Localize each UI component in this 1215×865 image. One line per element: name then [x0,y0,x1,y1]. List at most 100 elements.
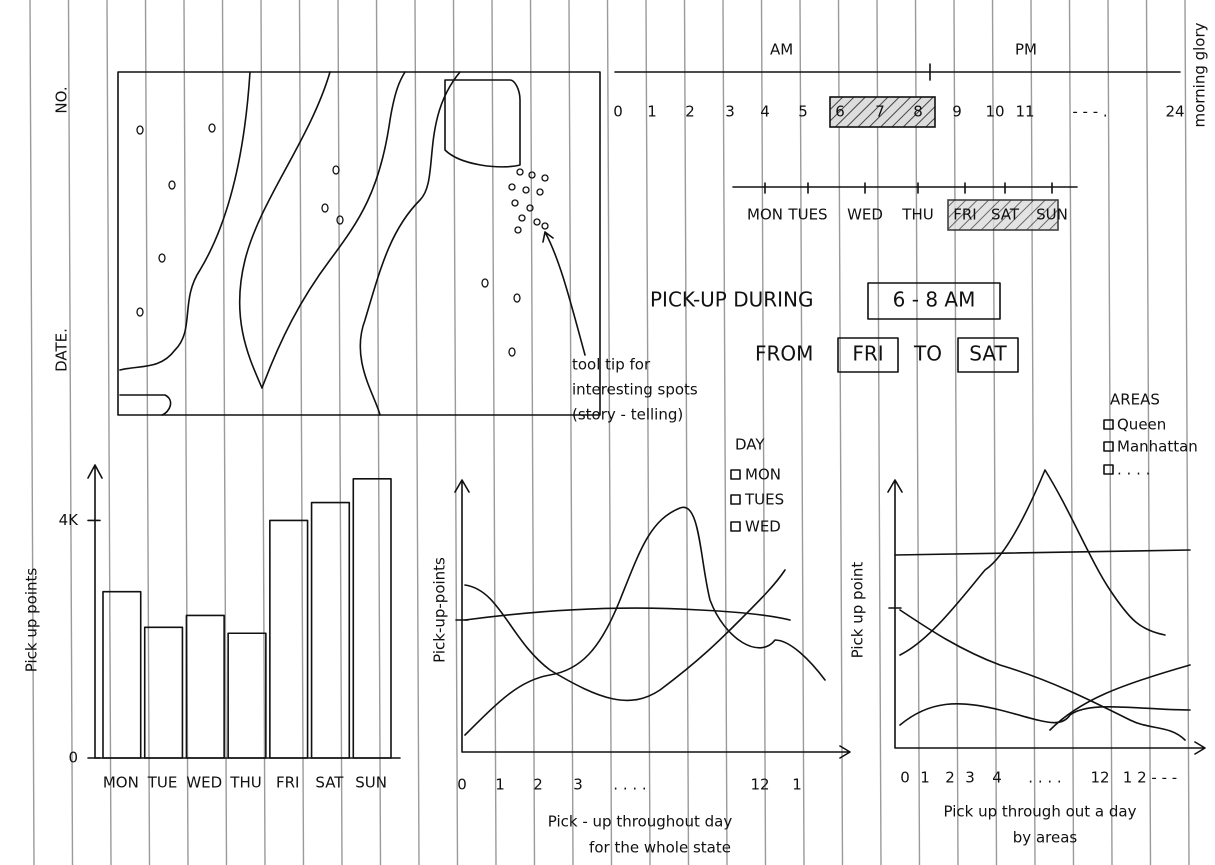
bar [310,501,351,759]
legend-checkbox[interactable] [730,469,741,480]
x-tick-label: 4 [992,769,1002,787]
legend-label: Manhattan [1117,438,1198,456]
rule-line [876,0,882,865]
y-tick-label: 0 [68,749,78,767]
tooltip-note: tool tip for [572,356,651,374]
rule-line [414,0,420,865]
day-label: TUES [787,206,827,224]
rule-line [683,0,690,865]
map-sketch [117,71,601,416]
legend-label: TUES [744,491,784,509]
hour-label: 0 [613,103,623,121]
content: morning glory NO. DATE. tool tip for interes… [23,22,1209,856]
summary-to: SAT [969,342,1007,366]
rule-line [1184,0,1190,865]
legend-label: MON [745,466,781,484]
summary-range: 6 - 8 AM [893,288,976,312]
hour-label: 7 [875,103,885,121]
hour-label: 5 [798,103,808,121]
legend-checkbox[interactable] [1103,441,1114,452]
summary-text: TO [913,342,942,366]
rule-line [491,0,497,865]
day-label: MON [747,206,783,224]
x-tick-label: 0 [900,769,910,787]
rule-line [1145,0,1152,865]
x-tick-label: TUE [147,774,178,792]
legend-checkbox[interactable] [730,521,741,532]
rule-line [183,0,189,865]
legend-checkbox[interactable] [730,494,741,505]
x-axis-title: for the whole state [589,839,731,857]
x-tick-label: SAT [315,774,344,792]
rule-line [106,0,112,865]
rule-line [29,0,35,865]
x-tick-label: 3 [573,776,583,794]
hour-label: 9 [952,103,962,121]
hour-label: 3 [725,103,735,121]
y-axis-title: Pick-up-points [431,557,449,663]
rule-line [606,0,613,865]
rule-line [568,0,574,865]
rule-line [67,0,74,865]
rule-line [722,0,728,865]
summary-text: FROM [755,342,813,366]
rule-line [221,0,228,865]
x-tick-label: 1 2 - - - [1123,769,1177,787]
day-label: THU [901,206,933,224]
chart-axes [87,464,1206,759]
x-tick-label: THU [229,774,261,792]
x-tick-label: . . . . [1028,769,1061,787]
x-tick-label: 1 [792,776,802,794]
rule-line [991,0,998,865]
bar [143,626,184,759]
map-y-label: DATE. [53,328,71,372]
legend-label: WED [745,518,781,536]
map-y-label: NO. [53,86,71,113]
rule-line [837,0,844,865]
x-tick-label: 12 [750,776,769,794]
hour-label: 4 [760,103,770,121]
tooltip-note: (story - telling) [572,406,683,424]
x-tick-label: 2 [533,776,543,794]
rule-line [529,0,536,865]
x-tick-label: SUN [355,774,387,792]
bar [227,632,267,759]
pm-label: PM [1015,41,1037,59]
x-tick-label: WED [186,774,222,792]
x-axis-title: by areas [1013,829,1078,847]
x-tick-label: MON [103,774,139,792]
y-tick-label: 4K [59,511,80,529]
paper-rules [29,0,1190,865]
rule-line [799,0,805,865]
bar [269,519,309,759]
rule-line [337,0,343,865]
legend-checkbox[interactable] [1103,464,1114,475]
bar [352,478,392,759]
y-axis-title: Pick up point [849,562,867,659]
hour-label: 1 [647,103,657,121]
hour-label: 24 [1165,103,1184,121]
brand: morning glory [1191,22,1209,127]
time-filter-sketch [614,63,1181,373]
x-tick-label: 1 [920,769,930,787]
x-tick-label: FRI [276,774,299,792]
hour-label: 8 [913,103,923,121]
rule-line [914,0,921,865]
tooltip-note: interesting spots [572,381,698,399]
rule-line [452,0,459,865]
am-label: AM [770,41,793,59]
rule-line [260,0,266,865]
rule-line [760,0,767,865]
legend-label: . . . . [1117,461,1150,479]
hour-label: - - - . [1072,103,1107,121]
day-label: FRI [953,206,976,224]
hour-label: 6 [835,103,845,121]
x-tick-label: 12 [1090,769,1109,787]
rule-line [375,0,382,865]
legend-title: AREAS [1110,391,1160,409]
legend-checkbox[interactable] [1103,419,1114,430]
x-tick-label: 3 [965,769,975,787]
day-label: SUN [1036,206,1068,224]
day-label: SAT [991,206,1020,224]
